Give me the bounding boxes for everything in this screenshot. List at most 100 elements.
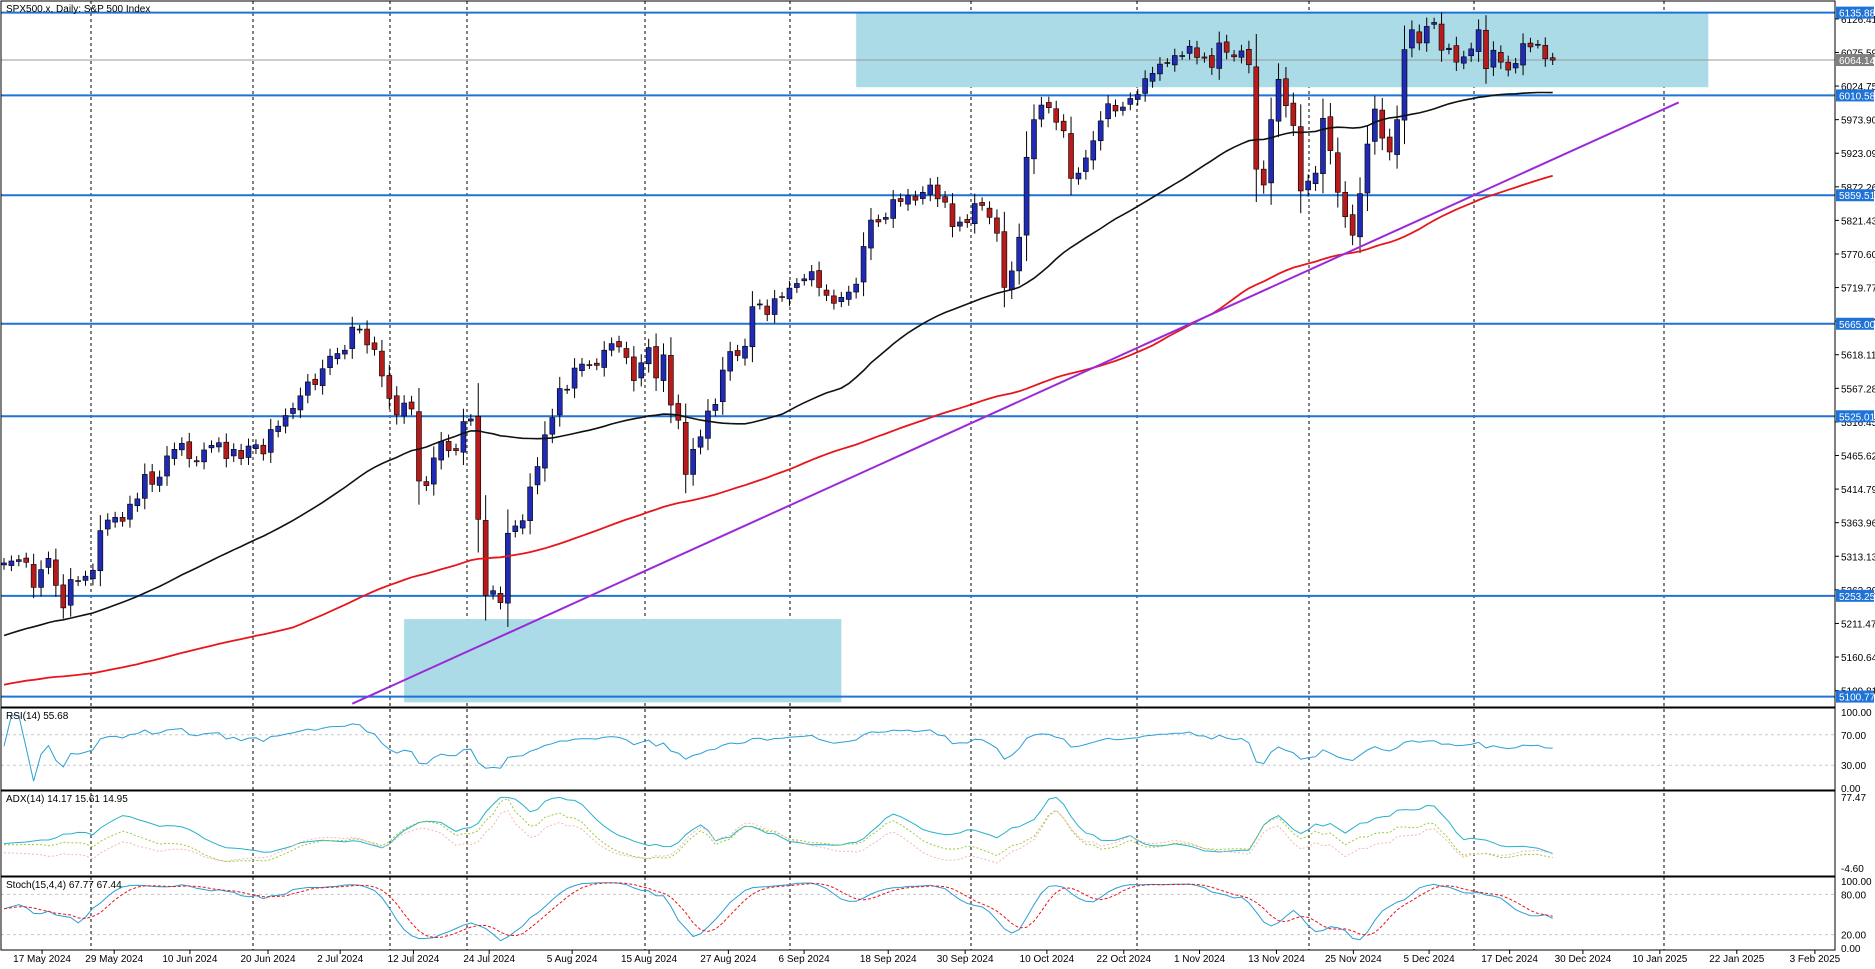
bear-candle[interactable] bbox=[994, 217, 1000, 234]
bear-candle[interactable] bbox=[23, 557, 30, 563]
bull-candle[interactable] bbox=[334, 353, 341, 360]
bull-candle[interactable] bbox=[786, 287, 793, 300]
bull-candle[interactable] bbox=[1008, 270, 1015, 290]
bear-candle[interactable] bbox=[238, 450, 244, 459]
bull-candle[interactable] bbox=[1520, 43, 1526, 66]
bull-candle[interactable] bbox=[342, 349, 348, 355]
bull-candle[interactable] bbox=[1490, 49, 1497, 68]
bull-candle[interactable] bbox=[549, 417, 556, 435]
bear-candle[interactable] bbox=[1483, 29, 1489, 70]
bear-candle[interactable] bbox=[1327, 116, 1334, 151]
bear-candle[interactable] bbox=[1498, 52, 1504, 63]
bear-candle[interactable] bbox=[1297, 126, 1304, 192]
bull-candle[interactable] bbox=[519, 520, 526, 529]
bull-candle[interactable] bbox=[1097, 120, 1104, 142]
bull-candle[interactable] bbox=[712, 404, 719, 411]
bear-candle[interactable] bbox=[223, 441, 230, 459]
bull-candle[interactable] bbox=[253, 444, 259, 449]
bear-candle[interactable] bbox=[53, 559, 59, 586]
bear-candle[interactable] bbox=[1505, 61, 1512, 71]
bull-candle[interactable] bbox=[327, 355, 333, 368]
bull-candle[interactable] bbox=[905, 195, 911, 205]
bull-candle[interactable] bbox=[1134, 94, 1141, 100]
bull-candle[interactable] bbox=[957, 221, 963, 227]
bull-candle[interactable] bbox=[579, 363, 585, 371]
bear-candle[interactable] bbox=[964, 219, 971, 223]
bear-candle[interactable] bbox=[1001, 231, 1008, 288]
bull-candle[interactable] bbox=[230, 449, 237, 457]
bear-candle[interactable] bbox=[312, 378, 319, 385]
bull-candle[interactable] bbox=[601, 349, 608, 368]
bull-candle[interactable] bbox=[1460, 56, 1467, 64]
bull-candle[interactable] bbox=[267, 429, 274, 453]
bull-candle[interactable] bbox=[1357, 193, 1363, 238]
bull-candle[interactable] bbox=[97, 530, 104, 572]
bear-candle[interactable] bbox=[675, 403, 682, 421]
bull-candle[interactable] bbox=[727, 351, 733, 372]
bull-candle[interactable] bbox=[757, 303, 763, 306]
bull-candle[interactable] bbox=[801, 278, 808, 282]
bull-candle[interactable] bbox=[564, 388, 570, 391]
bull-candle[interactable] bbox=[808, 271, 815, 281]
bear-candle[interactable] bbox=[445, 441, 452, 451]
bear-candle[interactable] bbox=[897, 198, 904, 202]
bear-candle[interactable] bbox=[1342, 191, 1349, 218]
bull-candle[interactable] bbox=[1031, 119, 1037, 160]
bear-candle[interactable] bbox=[1053, 108, 1060, 123]
bear-candle[interactable] bbox=[1527, 42, 1534, 48]
bull-candle[interactable] bbox=[282, 415, 289, 427]
bull-candle[interactable] bbox=[1157, 63, 1163, 75]
bull-candle[interactable] bbox=[742, 345, 748, 359]
bull-candle[interactable] bbox=[920, 191, 926, 199]
bear-candle[interactable] bbox=[1416, 31, 1423, 44]
bull-candle[interactable] bbox=[356, 328, 363, 331]
bull-candle[interactable] bbox=[401, 402, 407, 417]
bull-candle[interactable] bbox=[1016, 236, 1022, 272]
bull-candle[interactable] bbox=[1305, 180, 1311, 191]
bear-candle[interactable] bbox=[668, 355, 674, 406]
trend-line[interactable] bbox=[351, 101, 1680, 705]
bear-candle[interactable] bbox=[119, 517, 126, 522]
bull-candle[interactable] bbox=[1083, 157, 1089, 172]
bull-candle[interactable] bbox=[438, 441, 444, 461]
bull-candle[interactable] bbox=[749, 306, 756, 348]
bull-candle[interactable] bbox=[1075, 172, 1082, 180]
bull-candle[interactable] bbox=[305, 381, 311, 396]
bull-candle[interactable] bbox=[645, 347, 652, 365]
bull-candle[interactable] bbox=[690, 449, 696, 475]
bear-candle[interactable] bbox=[149, 471, 155, 485]
bear-candle[interactable] bbox=[1283, 78, 1289, 107]
bull-candle[interactable] bbox=[1409, 29, 1415, 49]
bull-candle[interactable] bbox=[1127, 98, 1134, 105]
bull-candle[interactable] bbox=[134, 498, 141, 507]
bear-candle[interactable] bbox=[1438, 23, 1445, 51]
bear-candle[interactable] bbox=[1246, 48, 1252, 66]
bull-candle[interactable] bbox=[8, 560, 15, 566]
bull-candle[interactable] bbox=[349, 326, 356, 349]
bear-candle[interactable] bbox=[1231, 54, 1237, 58]
bear-candle[interactable] bbox=[823, 289, 830, 296]
bull-candle[interactable] bbox=[927, 184, 934, 195]
bear-candle[interactable] bbox=[1194, 47, 1200, 58]
bear-candle[interactable] bbox=[831, 295, 837, 304]
bear-candle[interactable] bbox=[1209, 55, 1215, 68]
bull-candle[interactable] bbox=[571, 367, 578, 389]
bear-candle[interactable] bbox=[623, 348, 630, 358]
bull-candle[interactable] bbox=[860, 246, 867, 283]
bear-candle[interactable] bbox=[616, 341, 622, 348]
bull-candle[interactable] bbox=[705, 410, 711, 439]
bull-candle[interactable] bbox=[1179, 55, 1185, 57]
bull-candle[interactable] bbox=[297, 395, 304, 411]
bear-candle[interactable] bbox=[453, 448, 459, 451]
bear-candle[interactable] bbox=[497, 593, 504, 603]
bull-candle[interactable] bbox=[1312, 172, 1319, 184]
bull-candle[interactable] bbox=[794, 283, 800, 288]
bear-candle[interactable] bbox=[30, 564, 37, 588]
bull-candle[interactable] bbox=[534, 466, 541, 486]
bull-candle[interactable] bbox=[1216, 42, 1223, 69]
bull-candle[interactable] bbox=[1268, 119, 1274, 184]
bull-candle[interactable] bbox=[512, 525, 519, 532]
bull-candle[interactable] bbox=[1401, 49, 1408, 121]
bull-candle[interactable] bbox=[67, 579, 74, 606]
